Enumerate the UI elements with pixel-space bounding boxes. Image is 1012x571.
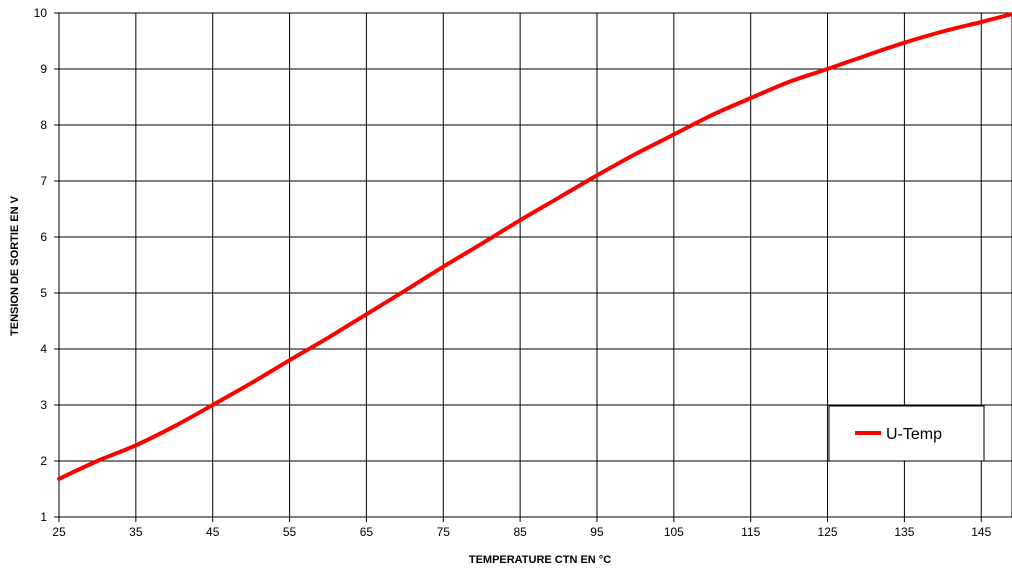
x-tick-label: 55 (283, 525, 297, 539)
y-tick-label: 9 (40, 62, 47, 76)
x-tick-label: 25 (52, 525, 66, 539)
y-tick-label: 8 (40, 118, 47, 132)
x-tick-label: 45 (206, 525, 220, 539)
y-tick-label: 4 (40, 342, 47, 356)
y-tick-label: 7 (40, 174, 47, 188)
legend-label-u-temp: U-Temp (886, 426, 942, 443)
x-tick-label: 95 (590, 525, 604, 539)
x-tick-label: 65 (360, 525, 374, 539)
y-tick-label: 6 (40, 230, 47, 244)
y-tick-label: 10 (34, 6, 48, 20)
y-tick-label: 1 (40, 510, 47, 524)
x-tick-label: 145 (971, 525, 991, 539)
x-tick-label: 105 (664, 525, 684, 539)
series-line-u-temp (57, 12, 1012, 481)
x-tick-label: 35 (129, 525, 143, 539)
plot-area-border (58, 12, 1012, 518)
y-tick-label: 5 (40, 286, 47, 300)
x-tick-label: 75 (437, 525, 451, 539)
x-tick-label: 125 (818, 525, 838, 539)
y-tick-label: 2 (40, 454, 47, 468)
x-axis-label: TEMPERATURE CTN EN °C (469, 554, 611, 566)
y-tick-label: 3 (40, 398, 47, 412)
x-tick-label: 85 (513, 525, 527, 539)
y-axis-ticks: 1 2 3 4 5 6 7 8 9 10 (34, 6, 59, 524)
x-axis-ticks: 25 35 45 55 65 75 85 95 105 115 125 135 145 (52, 517, 992, 539)
legend: U-Temp (828, 405, 985, 462)
x-tick-label: 135 (894, 525, 914, 539)
x-tick-label: 115 (741, 525, 760, 539)
series-group (57, 12, 1012, 481)
y-axis-label: TENSION DE SORTIE EN V (9, 195, 21, 336)
legend-box (828, 405, 985, 462)
